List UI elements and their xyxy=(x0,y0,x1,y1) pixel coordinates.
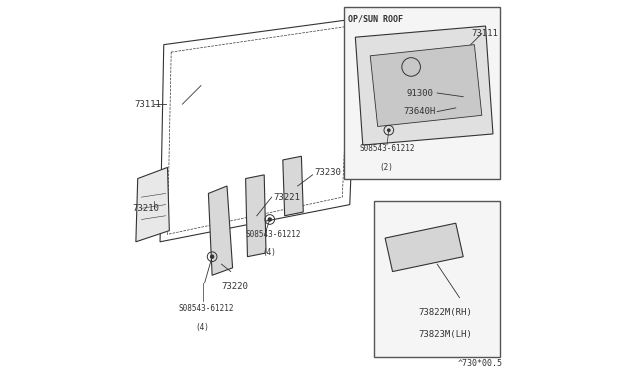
Text: 73221: 73221 xyxy=(273,193,300,202)
Text: 91300: 91300 xyxy=(406,89,433,97)
Text: (2): (2) xyxy=(380,163,394,172)
Text: 73822M(RH): 73822M(RH) xyxy=(419,308,472,317)
Text: OP/SUN ROOF: OP/SUN ROOF xyxy=(348,15,403,24)
Circle shape xyxy=(210,254,214,259)
Polygon shape xyxy=(385,223,463,272)
Text: 73220: 73220 xyxy=(221,282,248,291)
FancyBboxPatch shape xyxy=(344,7,500,179)
Text: (4): (4) xyxy=(262,248,276,257)
Text: S08543-61212: S08543-61212 xyxy=(359,144,415,153)
Polygon shape xyxy=(209,186,232,275)
Text: ^730*00.5: ^730*00.5 xyxy=(457,359,502,368)
Text: 73640H: 73640H xyxy=(403,107,435,116)
Polygon shape xyxy=(370,45,482,126)
Polygon shape xyxy=(283,156,303,216)
Text: 73230: 73230 xyxy=(314,169,341,177)
Polygon shape xyxy=(246,175,266,257)
Text: S08543-61212: S08543-61212 xyxy=(246,230,301,239)
Text: 73111: 73111 xyxy=(472,29,499,38)
Polygon shape xyxy=(136,167,170,242)
Circle shape xyxy=(387,128,390,132)
Circle shape xyxy=(268,217,272,222)
Text: 73210: 73210 xyxy=(132,204,159,213)
Text: (4): (4) xyxy=(195,323,209,332)
Text: 73111: 73111 xyxy=(134,100,161,109)
Text: S08543-61212: S08543-61212 xyxy=(179,304,234,313)
Polygon shape xyxy=(355,26,493,145)
FancyBboxPatch shape xyxy=(374,201,500,357)
Text: 73823M(LH): 73823M(LH) xyxy=(419,330,472,339)
